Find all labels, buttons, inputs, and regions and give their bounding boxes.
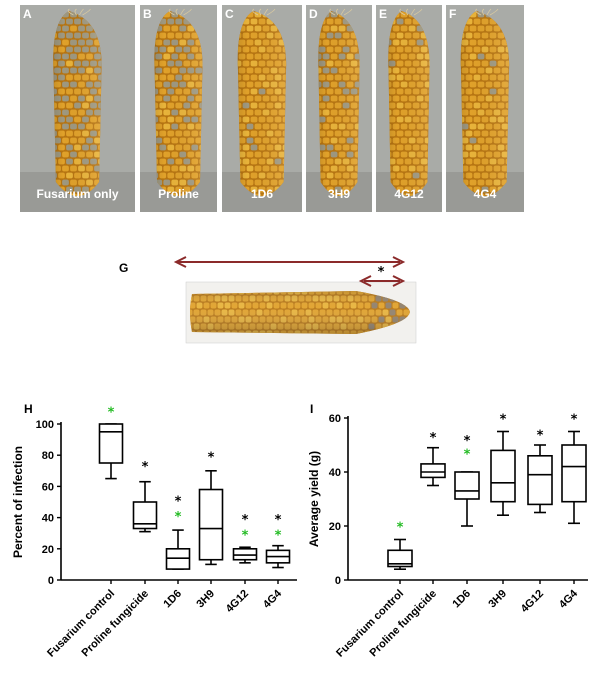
photo-panel-letter: F <box>449 7 456 21</box>
photo-panel-label: Proline <box>158 187 199 201</box>
y-tick-label: 40 <box>42 513 54 525</box>
significance-asterisk-green: * <box>242 529 249 544</box>
box-2 <box>454 471 480 527</box>
x-category-label: Proline fungicide <box>80 588 152 660</box>
y-tick-label: 20 <box>329 521 341 533</box>
corn-ear-d <box>318 11 360 196</box>
significance-asterisk-black: * <box>208 451 215 466</box>
box-0 <box>387 538 413 571</box>
x-category-label: 4G12 <box>519 588 547 616</box>
y-tick-label: 80 <box>42 450 54 462</box>
y-tick-label: 60 <box>329 413 341 425</box>
box-0 <box>98 423 124 480</box>
y-tick-label: 0 <box>335 575 341 587</box>
significance-asterisk-green: * <box>397 520 404 535</box>
x-category-label: 3H9 <box>194 588 217 611</box>
panel-g: G * <box>119 256 417 344</box>
significance-asterisk-green: * <box>275 529 282 544</box>
photo-panel-d: D 3H9 <box>306 5 372 212</box>
box-iqr <box>387 549 413 568</box>
photo-panel-letter: A <box>23 7 32 21</box>
corn-ear-e <box>388 11 430 196</box>
significance-asterisk-black: * <box>571 412 578 427</box>
corn-ear-b <box>154 11 203 196</box>
box-5 <box>265 544 291 569</box>
significance-asterisk-green: * <box>175 510 182 525</box>
box-iqr <box>98 423 124 464</box>
chart-panel-letter: H <box>24 402 33 416</box>
significance-asterisk-black: * <box>142 460 149 475</box>
box-4 <box>232 546 258 564</box>
significance-asterisk-black: * <box>464 434 471 449</box>
corn-ear-c <box>237 11 287 196</box>
photo-panel-c: C 1D6 <box>222 5 302 212</box>
photo-panel-label: 1D6 <box>251 187 273 201</box>
photo-panel-b: B Proline <box>140 5 217 212</box>
y-axis-title: Percent of infection <box>11 446 25 558</box>
photo-panel-letter: B <box>143 7 152 21</box>
photo-panel-label: 4G12 <box>394 187 424 201</box>
panel-g-letter: G <box>119 261 128 275</box>
photo-panel-letter: D <box>309 7 318 21</box>
box-iqr <box>132 501 158 530</box>
photo-panel-letter: C <box>225 7 234 21</box>
significance-asterisk-black: * <box>500 412 507 427</box>
photo-panel-e: E 4G12 <box>376 5 442 212</box>
significance-asterisk-black: * <box>275 513 282 528</box>
x-category-label: 3H9 <box>486 588 509 611</box>
significance-asterisk-black: * <box>242 513 249 528</box>
y-axis-title: Average yield (g) <box>307 451 321 547</box>
box-iqr <box>561 444 587 503</box>
y-tick-label: 40 <box>329 467 341 479</box>
box-3 <box>490 430 516 517</box>
photo-panel-letter: E <box>379 7 387 21</box>
box-2 <box>165 529 191 570</box>
box-1 <box>420 446 446 487</box>
significance-asterisk-green: * <box>464 447 471 462</box>
box-iqr <box>490 449 516 503</box>
y-tick-label: 60 <box>42 481 54 493</box>
photo-panel-label: Fusarium only <box>36 187 118 201</box>
x-category-label: 1D6 <box>450 588 473 611</box>
box-3 <box>198 469 224 566</box>
x-category-label: 1D6 <box>161 588 184 611</box>
x-category-label: 4G4 <box>557 587 581 611</box>
significance-asterisk-black: * <box>430 431 437 446</box>
y-tick-label: 100 <box>36 419 54 431</box>
significance-asterisk-black: * <box>537 429 544 444</box>
photo-panel-a: A Fusarium only <box>20 5 135 212</box>
photo-panel-label: 4G4 <box>474 187 497 201</box>
box-1 <box>132 480 158 533</box>
chart-panel-letter: I <box>310 402 313 416</box>
photo-panel-f: F 4G4 <box>446 5 524 212</box>
box-4 <box>527 444 553 514</box>
x-category-label: 4G12 <box>224 588 252 616</box>
panel-g-infected-length-arrow <box>358 275 406 287</box>
photo-panel-label: 3H9 <box>328 187 350 201</box>
panel-g-full-length-arrow <box>173 256 406 268</box>
box-iqr <box>198 488 224 561</box>
panel-g-asterisk: * <box>378 265 385 280</box>
panel-g-horizontal-ear-photo <box>185 281 417 344</box>
significance-asterisk-green: * <box>108 405 115 420</box>
x-category-label: 4G4 <box>261 587 285 611</box>
significance-asterisk-black: * <box>175 494 182 509</box>
box-iqr <box>420 463 446 479</box>
box-iqr <box>527 454 553 506</box>
box-5 <box>561 430 587 525</box>
box-iqr <box>454 471 480 500</box>
y-tick-label: 20 <box>42 544 54 556</box>
corn-ear-photo-row: A Fusarium only B Proline C 1D6 D 3H9 E 4G12 F 4G4 <box>20 5 524 212</box>
corn-ear-a <box>53 11 102 196</box>
y-tick-label: 0 <box>48 575 54 587</box>
